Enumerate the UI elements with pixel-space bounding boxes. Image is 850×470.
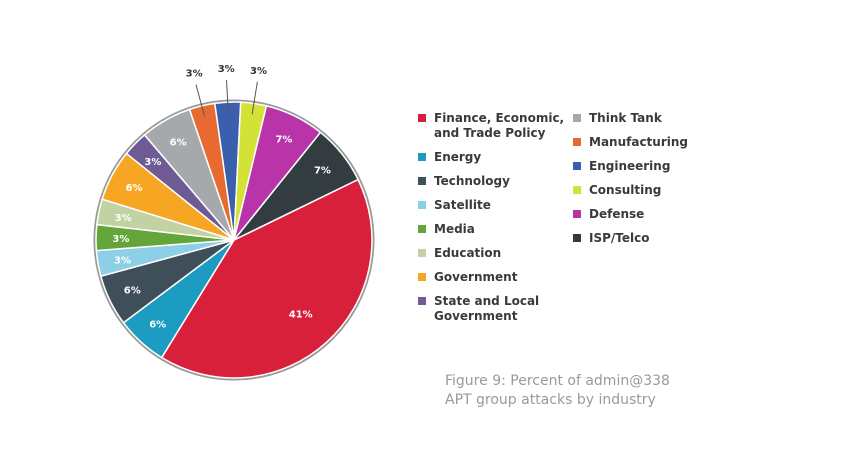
legend-label: Think Tank [589, 111, 662, 126]
slice-label-government: 6% [126, 183, 143, 194]
legend-label-line: Technology [434, 174, 510, 188]
legend-label-line: Defense [589, 207, 645, 221]
slice-label-consulting: 3% [250, 66, 267, 77]
pie-slices [93, 99, 375, 381]
caption-line-1: Figure 9: Percent of admin@338 [445, 373, 670, 389]
legend-item-consulting: Consulting [573, 183, 733, 198]
legend-swatch [418, 177, 426, 185]
legend-swatch [418, 114, 426, 122]
legend-label: Technology [434, 174, 510, 189]
legend-swatch [418, 153, 426, 161]
legend-label: Finance, Economic, and Trade Policy [434, 111, 564, 141]
legend-item-manufacturing: Manufacturing [573, 135, 733, 150]
legend-label-line: Media [434, 222, 475, 236]
legend-label-line: Finance, Economic, [434, 111, 565, 125]
legend-swatch [418, 249, 426, 257]
legend-item-engineering: Engineering [573, 159, 733, 174]
leader-lines [195, 80, 258, 117]
legend-item-state-and-local-government: State and Local Government [418, 294, 578, 324]
legend-swatch [573, 162, 581, 170]
legend-swatch [573, 114, 581, 122]
legend-item-media: Media [418, 222, 578, 237]
slice-label-energy: 6% [149, 320, 166, 331]
slice-label-finance-economic-and-trade-policy: 41% [289, 310, 313, 321]
slice-label-defense: 7% [275, 134, 292, 145]
legend-swatch [573, 234, 581, 242]
legend-item-satellite: Satellite [418, 198, 578, 213]
slice-label-engineering: 3% [218, 64, 235, 75]
legend-item-think-tank: Think Tank [573, 111, 733, 126]
slice-label-media: 3% [112, 234, 129, 245]
leader-line-consulting [251, 81, 258, 115]
legend-swatch [573, 186, 581, 194]
legend-label: Government [434, 270, 517, 285]
pie-border [93, 99, 375, 381]
legend-label-line: Energy [434, 150, 482, 164]
leader-line-engineering [226, 80, 229, 114]
figure-caption: Figure 9: Percent of admin@338 APT group… [445, 372, 745, 410]
legend-item-energy: Energy [418, 150, 578, 165]
legend-label: Defense [589, 207, 644, 222]
legend-label-line: Engineering [589, 159, 671, 173]
legend-swatch [418, 297, 426, 305]
legend-label-line: and Trade Policy [434, 126, 546, 140]
slice-label-isp-telco: 7% [314, 165, 331, 176]
slice-label-technology: 6% [124, 286, 141, 297]
legend-label: Energy [434, 150, 481, 165]
legend-swatch [418, 201, 426, 209]
legend-swatch [573, 210, 581, 218]
slice-label-education: 3% [115, 213, 132, 224]
legend-label-line: Think Tank [589, 111, 662, 125]
legend-label: ISP/Telco [589, 231, 650, 246]
legend-label: Engineering [589, 159, 670, 174]
slice-labels: 41% 6% 6% 3% 3% 3% 6% 3% 6% 3% 3% 3% 7% 7% [112, 64, 331, 330]
slice-label-state-and-local-government: 3% [144, 157, 161, 168]
legend-item-education: Education [418, 246, 578, 261]
legend-label: Satellite [434, 198, 491, 213]
legend-label-line: Manufacturing [589, 135, 688, 149]
slice-label-manufacturing: 3% [186, 69, 203, 80]
legend-label-line: Consulting [589, 183, 662, 197]
legend-label: Consulting [589, 183, 661, 198]
legend-item-government: Government [418, 270, 578, 285]
legend-label: State and Local Government [434, 294, 539, 324]
legend-label-line: ISP/Telco [589, 231, 650, 245]
legend-swatch [418, 225, 426, 233]
slice-label-think-tank: 6% [170, 138, 187, 149]
legend-label: Manufacturing [589, 135, 688, 150]
legend-label: Education [434, 246, 501, 261]
legend-item-defense: Defense [573, 207, 733, 222]
legend-item-technology: Technology [418, 174, 578, 189]
legend-item-finance-economic-and-trade-policy: Finance, Economic, and Trade Policy [418, 111, 578, 141]
leader-line-manufacturing [195, 84, 206, 117]
legend-item-isp-telco: ISP/Telco [573, 231, 733, 246]
slice-label-satellite: 3% [114, 255, 131, 266]
legend-label-line: Government [434, 309, 518, 323]
legend-label: Media [434, 222, 475, 237]
caption-line-2: APT group attacks by industry [445, 392, 656, 408]
legend-swatch [418, 273, 426, 281]
legend-swatch [573, 138, 581, 146]
legend-label-line: Satellite [434, 198, 491, 212]
legend-label-line: State and Local [434, 294, 540, 308]
legend-label-line: Education [434, 246, 502, 260]
pie-slice-isp-telco [233, 131, 360, 241]
pie-slice-finance-economic-and-trade-policy [160, 178, 373, 379]
legend-label-line: Government [434, 270, 518, 284]
